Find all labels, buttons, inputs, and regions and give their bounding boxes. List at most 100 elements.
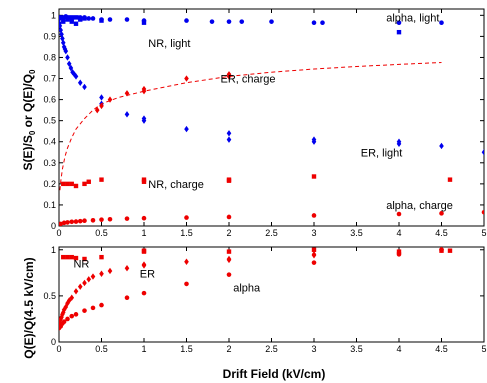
top-point-er-light <box>481 149 484 156</box>
top-point-alpha-charge <box>69 219 75 225</box>
bottom-point-er <box>90 273 96 280</box>
top-point-nr-light <box>73 21 79 26</box>
bottom-point-er <box>141 262 147 269</box>
top-point-er-light <box>226 136 232 143</box>
top-point-alpha-charge <box>396 211 402 217</box>
top-point-alpha-charge <box>124 216 130 221</box>
top-point-er-light <box>66 60 72 67</box>
bottom-plot: 0 0.5 1 1.5 2 2.5 3 3.5 4 4.5 5 0 0.5 1 NR ER alpha <box>43 245 486 354</box>
bottom-x-tick-label: 0 <box>56 344 61 354</box>
bottom-x-tick-label: 3 <box>311 344 316 354</box>
top-point-nr-charge <box>311 174 317 179</box>
top-point-alpha-charge <box>141 215 147 221</box>
top-point-er-charge <box>141 87 147 95</box>
top-point-er-charge <box>184 75 189 82</box>
bottom-point-er <box>69 294 75 301</box>
top-point-alpha-charge <box>82 218 87 224</box>
top-point-er-light <box>62 45 68 53</box>
top-point-alpha-charge <box>99 217 104 222</box>
top-y-axis-title: S(E)/S0 or Q(E)/Q0 <box>21 69 37 170</box>
top-y-axis-title-part-1: S(E)/S <box>21 135 35 170</box>
top-point-nr-light <box>69 19 74 24</box>
top-x-tick-label: 4 <box>396 228 401 238</box>
top-point-er-light <box>396 140 402 148</box>
top-point-alpha-light <box>184 18 189 23</box>
top-plot-area <box>59 14 484 226</box>
bottom-point-nr <box>99 254 104 260</box>
top-y-tick-label: 0.7 <box>43 74 56 84</box>
bottom-point-nr <box>73 255 79 261</box>
bottom-point-nr <box>82 256 87 262</box>
top-point-nr-charge <box>73 183 79 189</box>
top-point-er-charge <box>226 73 232 80</box>
top-series-er-charge-fit <box>59 62 442 191</box>
top-x-tick-label: 1 <box>141 228 146 238</box>
top-y-tick-label: 0.2 <box>43 179 56 189</box>
top-point-alpha-light <box>86 16 92 21</box>
top-point-nr-light <box>61 19 66 24</box>
top-annotation-nr-light: NR, light <box>148 38 190 50</box>
top-point-nr-charge <box>86 179 91 184</box>
top-point-alpha-light <box>320 20 325 25</box>
top-point-er-light <box>141 117 147 124</box>
top-point-nr-light <box>396 29 402 35</box>
top-y-axis-title-sub-2: 0 <box>28 69 37 74</box>
top-point-nr-charge <box>226 178 232 183</box>
top-point-er-charge <box>107 96 113 103</box>
top-x-tick-label: 5 <box>481 228 486 238</box>
top-x-tick-label: 2 <box>226 228 231 238</box>
top-point-er-light <box>68 64 74 72</box>
top-x-tick-label: 3 <box>311 228 316 238</box>
top-y-tick-label: 0.5 <box>43 116 56 126</box>
top-point-alpha-charge <box>61 220 67 226</box>
bottom-point-nr <box>447 248 453 253</box>
bottom-x-tick-label: 4 <box>396 344 401 354</box>
bottom-point-alpha <box>439 247 444 253</box>
top-point-nr-charge <box>82 181 87 187</box>
bottom-point-alpha <box>61 319 67 325</box>
top-point-nr-light <box>78 17 83 22</box>
top-point-er-light <box>73 73 79 80</box>
top-x-tick-label: 2.5 <box>265 228 278 238</box>
top-annotation-nr-charge: NR, charge <box>148 179 204 191</box>
bottom-plot-area <box>59 247 453 331</box>
top-point-nr-charge <box>99 177 104 182</box>
top-point-er-light <box>59 16 62 23</box>
bottom-point-alpha <box>99 302 104 308</box>
top-y-tick-label: 0.4 <box>43 137 56 147</box>
bottom-x-tick-label: 0.5 <box>95 344 108 354</box>
bottom-point-er <box>82 279 87 287</box>
top-point-er-light <box>61 43 67 51</box>
top-y-tick-label: 0.1 <box>43 200 56 210</box>
top-plot: 0 0.5 1 1.5 2 2.5 3 3.5 4 4.5 5 0 0.1 0.2 0.3 0.4 0.5 0.6… <box>43 8 487 238</box>
top-point-alpha-charge <box>90 218 96 223</box>
top-point-alpha-light <box>226 19 232 24</box>
top-point-nr-charge <box>61 181 66 187</box>
bottom-point-alpha <box>73 312 79 317</box>
bottom-point-er <box>184 258 189 265</box>
top-annotation-er-charge: ER, charge <box>221 74 276 86</box>
top-point-er-light <box>59 26 63 34</box>
top-point-alpha-light <box>439 20 444 25</box>
top-point-er-light <box>184 125 189 133</box>
top-point-nr-charge <box>141 179 147 184</box>
top-point-nr-charge <box>69 181 74 187</box>
top-point-er-light <box>124 111 130 118</box>
top-point-er-light <box>77 79 83 86</box>
top-point-nr-charge <box>65 181 70 187</box>
bottom-annotation-er: ER <box>140 268 155 280</box>
bottom-point-nr <box>69 254 74 260</box>
top-point-alpha-charge <box>107 216 113 222</box>
bottom-point-er <box>311 252 317 259</box>
bottom-point-er <box>73 288 79 295</box>
bottom-y-axis-title: Q(E)/Q(4.5 kV/cm) <box>22 257 36 358</box>
bottom-point-alpha <box>226 272 232 277</box>
bottom-point-nr <box>226 249 232 254</box>
top-point-alpha-charge <box>73 219 79 224</box>
bottom-x-tick-label: 4.5 <box>435 344 448 354</box>
bottom-point-er <box>107 267 113 275</box>
top-point-er-light <box>63 47 69 55</box>
top-x-tick-label: 3.5 <box>350 228 363 238</box>
bottom-point-nr <box>65 254 70 260</box>
top-point-nr-light <box>141 20 147 25</box>
